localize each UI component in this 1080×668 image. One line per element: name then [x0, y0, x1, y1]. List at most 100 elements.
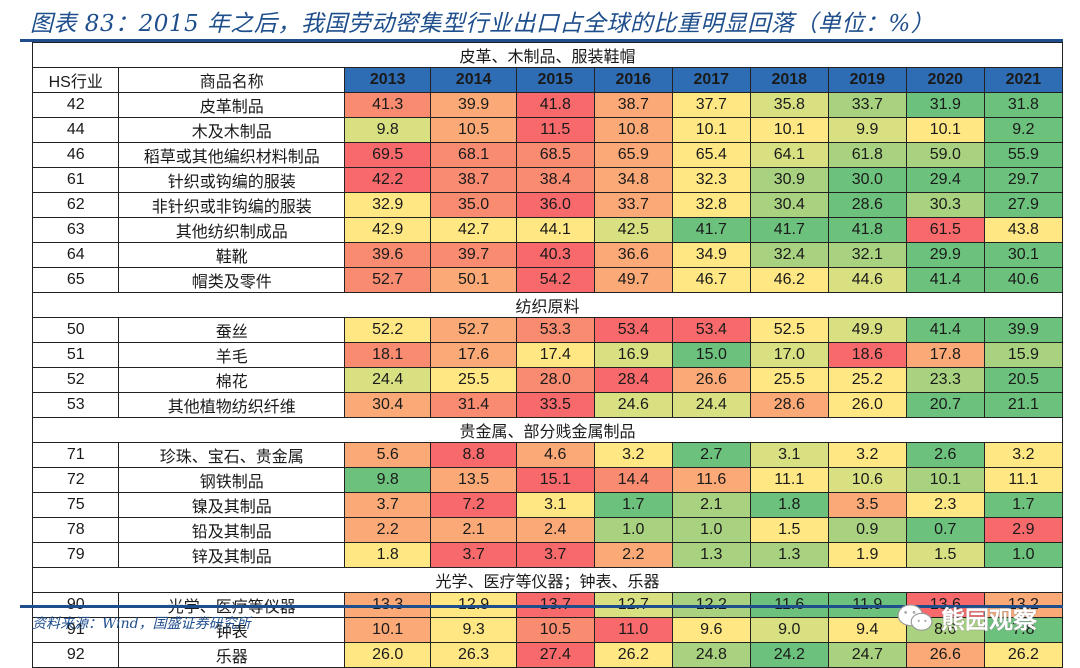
value-cell: 3.1: [749, 442, 829, 468]
value-cell: 3.7: [515, 542, 595, 568]
value-cell: 15.1: [515, 467, 595, 493]
header-year: 2019: [827, 67, 907, 93]
value-cell: 32.1: [827, 242, 907, 268]
value-cell: 30.3: [905, 192, 985, 218]
value-cell: 29.9: [905, 242, 985, 268]
value-cell: 29.7: [983, 167, 1064, 193]
value-cell: 14.4: [593, 467, 673, 493]
value-cell: 41.7: [671, 217, 751, 243]
product-name: 帽类及零件: [118, 267, 345, 293]
value-cell: 25.5: [430, 367, 517, 393]
product-name: 稻草或其他编织材料制品: [118, 142, 345, 168]
value-cell: 24.6: [593, 392, 673, 418]
value-cell: 44.6: [827, 267, 907, 293]
value-cell: 1.0: [593, 517, 673, 543]
value-cell: 42.5: [593, 217, 673, 243]
value-cell: 1.3: [671, 542, 751, 568]
value-cell: 17.4: [515, 342, 595, 368]
hs-code: 64: [31, 242, 120, 268]
value-cell: 32.9: [343, 192, 432, 218]
value-cell: 26.2: [983, 642, 1064, 668]
value-cell: 31.4: [430, 392, 517, 418]
product-name: 针织或钩编的服装: [118, 167, 345, 193]
value-cell: 11.1: [983, 467, 1064, 493]
value-cell: 2.1: [671, 492, 751, 518]
product-name: 钢铁制品: [118, 467, 345, 493]
value-cell: 5.6: [343, 442, 432, 468]
value-cell: 61.8: [827, 142, 907, 168]
value-cell: 35.0: [430, 192, 517, 218]
table-row: 44 木及木制品 9.8 10.5 11.5 10.8 10.1 10.1 9.9 10.1 9.2: [31, 117, 1064, 143]
value-cell: 50.1: [430, 267, 517, 293]
value-cell: 3.2: [827, 442, 907, 468]
product-name: 乐器: [118, 642, 345, 668]
value-cell: 53.3: [515, 317, 595, 343]
table-row: 53 其他植物纺织纤维 30.4 31.4 33.5 24.6 24.4 28.6 26.0 20…: [31, 392, 1064, 418]
section-row: 皮革、木制品、服装鞋帽: [32, 42, 1063, 68]
table-row: 75 镍及其制品 3.7 7.2 3.1 1.7 2.1 1.8 3.5 2.3 1.7: [31, 492, 1064, 518]
value-cell: 3.5: [827, 492, 907, 518]
value-cell: 46.7: [671, 267, 751, 293]
section-title: 光学、医疗等仪器；钟表、乐器: [32, 567, 1063, 593]
value-cell: 25.2: [827, 367, 907, 393]
value-cell: 39.9: [430, 92, 517, 118]
value-cell: 29.4: [905, 167, 985, 193]
hs-code: 65: [31, 267, 120, 293]
value-cell: 2.4: [515, 517, 595, 543]
value-cell: 46.2: [749, 267, 829, 293]
hs-code: 52: [31, 367, 120, 393]
value-cell: 34.9: [671, 242, 751, 268]
table-row: 50 蚕丝 52.2 52.7 53.3 53.4 53.4 52.5 49.9 41.4 39.9: [31, 317, 1064, 343]
value-cell: 3.2: [983, 442, 1064, 468]
value-cell: 44.1: [515, 217, 595, 243]
value-cell: 43.8: [983, 217, 1064, 243]
product-name: 羊毛: [118, 342, 345, 368]
value-cell: 27.4: [515, 642, 595, 668]
value-cell: 2.2: [593, 542, 673, 568]
value-cell: 9.8: [343, 117, 432, 143]
product-name: 锌及其制品: [118, 542, 345, 568]
value-cell: 2.9: [983, 517, 1064, 543]
value-cell: 18.6: [827, 342, 907, 368]
value-cell: 64.1: [749, 142, 829, 168]
value-cell: 1.0: [983, 542, 1064, 568]
value-cell: 26.2: [593, 642, 673, 668]
value-cell: 10.1: [905, 467, 985, 493]
section-row: 贵金属、部分贱金属制品: [32, 417, 1063, 443]
value-cell: 24.8: [671, 642, 751, 668]
value-cell: 26.0: [343, 642, 432, 668]
header-row: HS行业 商品名称 2013 2014 2015 2016 2017 2018 2019 2020…: [31, 67, 1064, 93]
header-hs: HS行业: [31, 67, 120, 93]
value-cell: 9.2: [983, 117, 1064, 143]
value-cell: 3.1: [515, 492, 595, 518]
value-cell: 38.7: [430, 167, 517, 193]
value-cell: 0.7: [905, 517, 985, 543]
figure-title: 图表 83：2015 年之后，我国劳动密集型行业出口占全球的比重明显回落（单位：…: [30, 11, 935, 37]
value-cell: 1.8: [343, 542, 432, 568]
value-cell: 9.6: [671, 617, 751, 643]
value-cell: 49.7: [593, 267, 673, 293]
value-cell: 40.3: [515, 242, 595, 268]
product-name: 镍及其制品: [118, 492, 345, 518]
value-cell: 49.9: [827, 317, 907, 343]
hs-code: 42: [31, 92, 120, 118]
value-cell: 65.4: [671, 142, 751, 168]
value-cell: 59.0: [905, 142, 985, 168]
value-cell: 20.5: [983, 367, 1064, 393]
section-title: 贵金属、部分贱金属制品: [32, 417, 1063, 443]
value-cell: 26.3: [430, 642, 517, 668]
value-cell: 41.8: [515, 92, 595, 118]
value-cell: 52.5: [749, 317, 829, 343]
value-cell: 2.3: [905, 492, 985, 518]
value-cell: 9.9: [827, 117, 907, 143]
value-cell: 0.9: [827, 517, 907, 543]
section-row: 光学、医疗等仪器；钟表、乐器: [32, 567, 1063, 593]
value-cell: 54.2: [515, 267, 595, 293]
value-cell: 1.5: [905, 542, 985, 568]
table-row: 92 乐器 26.0 26.3 27.4 26.2 24.8 24.2 24.7 26.6 26.2: [31, 642, 1064, 668]
watermark-text: 熊园观察: [941, 606, 1037, 634]
hs-code: 78: [31, 517, 120, 543]
value-cell: 1.9: [827, 542, 907, 568]
table-row: 71 珍珠、宝石、贵金属 5.6 8.8 4.6 3.2 2.7 3.1 3.2 2.6 3.2: [31, 442, 1064, 468]
value-cell: 10.1: [749, 117, 829, 143]
